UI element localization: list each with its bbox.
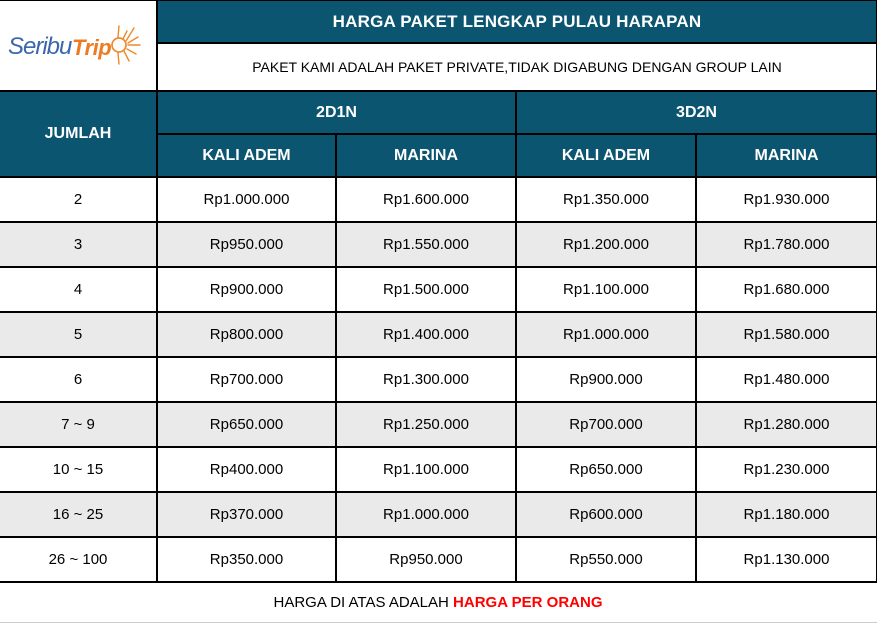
svg-text:Seribu: Seribu	[8, 33, 72, 60]
svg-text:Trip: Trip	[72, 35, 111, 60]
